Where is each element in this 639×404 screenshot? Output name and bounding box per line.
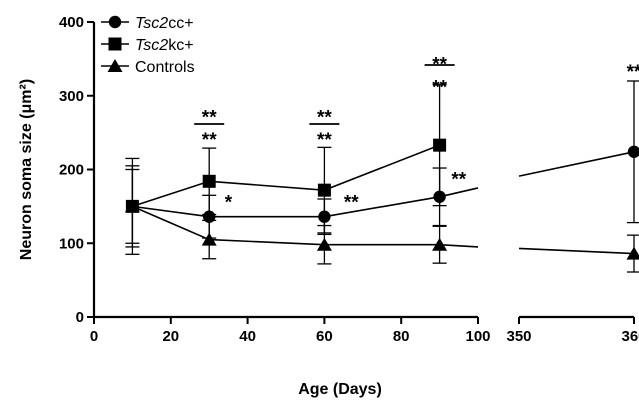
x-axis-title: Age (Days) xyxy=(298,381,382,398)
significance-label: ** xyxy=(202,130,217,151)
significance-annotations: ******************* xyxy=(194,55,639,213)
significance-label: ** xyxy=(202,108,217,129)
x-tick-label: 40 xyxy=(239,328,256,345)
data-point xyxy=(433,138,447,152)
data-point xyxy=(125,199,139,213)
legend-marker xyxy=(108,15,122,29)
data-point xyxy=(317,183,331,197)
x-tick-label: 0 xyxy=(90,328,98,345)
series-line xyxy=(132,187,479,218)
axes: 0 100 200 300 400 0 20 40 60 80 100 350 360 xyxy=(59,14,639,345)
legend-label-suffix: cc+ xyxy=(168,15,193,32)
data-point xyxy=(627,145,639,158)
x-tick-label: 360 xyxy=(621,328,639,345)
y-tick-label: 0 xyxy=(76,309,84,326)
series-circle xyxy=(125,80,639,244)
legend-label: Tsc2kc+ xyxy=(135,37,194,54)
y-tick-label: 200 xyxy=(59,162,84,179)
x-tick-label: 60 xyxy=(316,328,333,345)
legend-label-italic: Tsc2 xyxy=(135,37,168,54)
significance-label: ** xyxy=(344,192,359,213)
legend-item: Tsc2cc+ xyxy=(101,15,194,32)
legend-label-suffix: kc+ xyxy=(168,37,193,54)
series-triangle xyxy=(124,165,639,273)
legend-marker xyxy=(107,59,123,72)
data-point xyxy=(202,174,216,188)
x-tick-label: 20 xyxy=(162,328,179,345)
data-point xyxy=(316,237,332,251)
significance-label: ** xyxy=(451,170,466,191)
legend-marker xyxy=(108,37,122,51)
x-tick-label: 80 xyxy=(393,328,410,345)
legend-item: Tsc2kc+ xyxy=(101,37,194,54)
data-point xyxy=(201,232,217,246)
significance-label: ** xyxy=(317,108,332,129)
significance-label: ** xyxy=(627,62,639,83)
series-square xyxy=(125,84,447,255)
significance-label: * xyxy=(225,192,233,213)
x-tick-label: 100 xyxy=(465,328,490,345)
x-tick-label: 350 xyxy=(506,328,531,345)
data-point xyxy=(626,246,639,260)
legend-label-italic: Tsc2 xyxy=(135,15,168,32)
y-tick-label: 400 xyxy=(59,14,84,31)
legend-label: Controls xyxy=(135,59,195,76)
series-line xyxy=(132,205,479,248)
y-axis-title: Neuron soma size (μm²) xyxy=(18,79,35,260)
series-line xyxy=(132,144,440,208)
y-tick-label: 100 xyxy=(59,235,84,252)
significance-label: ** xyxy=(432,77,447,98)
legend-item: Controls xyxy=(101,59,195,76)
series-line xyxy=(518,247,635,255)
legend-label: Tsc2cc+ xyxy=(135,15,194,32)
data-point xyxy=(432,237,448,251)
y-tick-label: 300 xyxy=(59,88,84,105)
legend: Tsc2cc+Tsc2kc+Controls xyxy=(101,15,195,76)
series-line xyxy=(518,151,635,177)
data-point xyxy=(203,210,216,223)
significance-label: ** xyxy=(317,130,332,151)
